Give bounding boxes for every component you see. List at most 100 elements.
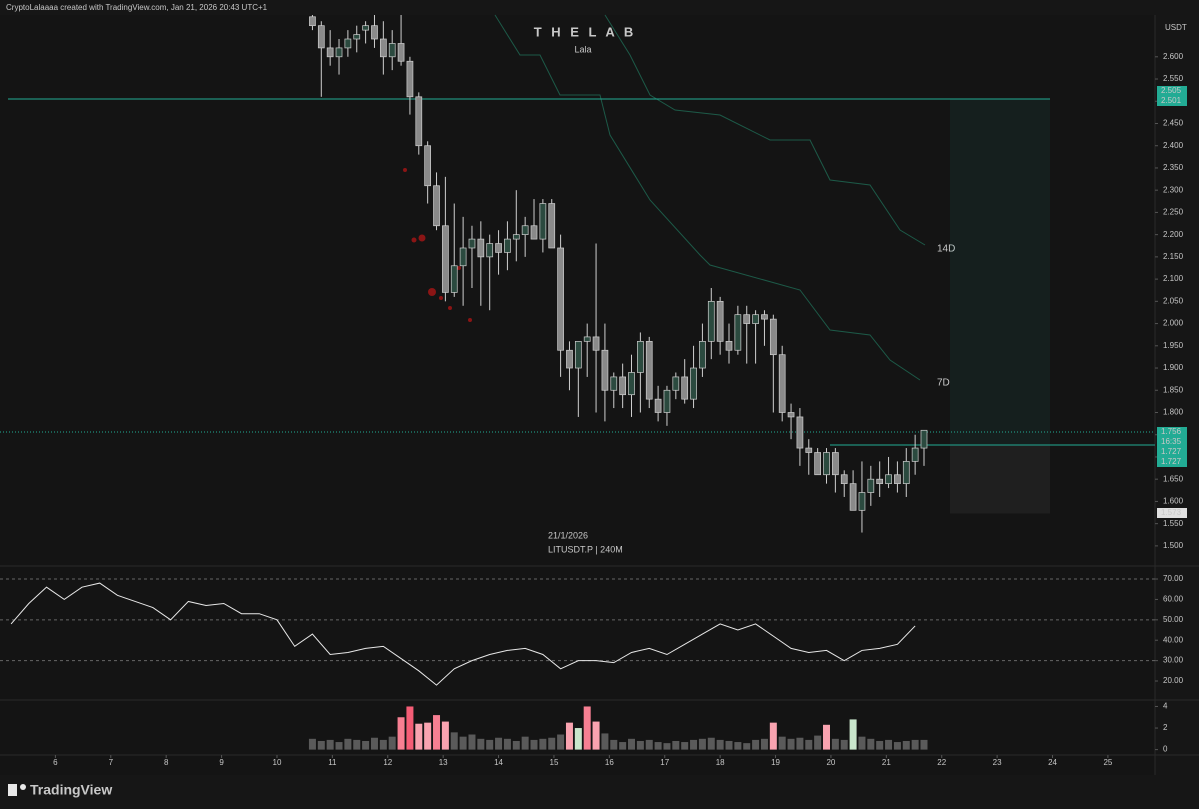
volume-bar xyxy=(424,722,432,750)
candle-body xyxy=(690,367,697,400)
volume-bar xyxy=(539,738,547,750)
volume-bar xyxy=(326,739,334,750)
logo-mark xyxy=(20,784,26,790)
price-tag-label: 2.501 xyxy=(1161,96,1182,105)
candle-body xyxy=(858,492,866,511)
volume-bar xyxy=(565,722,573,750)
footer-bar xyxy=(0,775,1199,809)
price-tag xyxy=(1157,86,1187,96)
price-tag xyxy=(1157,508,1187,518)
volume-bar xyxy=(725,740,733,750)
x-tick-label: 18 xyxy=(716,758,725,767)
footer-logo xyxy=(8,784,26,796)
x-tick-label: 15 xyxy=(550,758,559,767)
logo-mark xyxy=(8,784,17,796)
candle-body xyxy=(415,96,423,147)
price-tag-label: 2.505 xyxy=(1161,86,1182,95)
y-tick-label: 2.350 xyxy=(1163,163,1184,172)
x-tick-label: 6 xyxy=(53,758,58,767)
volume-bar xyxy=(876,740,884,750)
volume-bar xyxy=(610,739,618,750)
candle-body xyxy=(911,447,919,462)
candle-body xyxy=(707,300,715,342)
candle-body xyxy=(778,354,786,413)
candle-body xyxy=(734,314,742,351)
candle-body xyxy=(512,234,520,240)
candle-body xyxy=(574,341,582,369)
candle-body xyxy=(672,376,680,391)
volume-bar xyxy=(645,739,653,750)
candle-body xyxy=(814,452,821,476)
volume-bar xyxy=(486,739,494,750)
x-tick-label: 16 xyxy=(605,758,614,767)
volume-bar xyxy=(707,737,715,750)
candle-body xyxy=(663,389,671,413)
volume-bar xyxy=(823,724,831,750)
candle-body xyxy=(335,47,343,58)
x-tick-label: 23 xyxy=(993,758,1002,767)
candle-body xyxy=(885,474,892,484)
y-tick-label: 1.850 xyxy=(1163,385,1184,394)
volume-bar xyxy=(415,723,423,750)
x-tick-label: 22 xyxy=(937,758,946,767)
candle-body xyxy=(504,238,511,253)
candle-body xyxy=(628,372,635,396)
candle-body xyxy=(379,38,387,58)
candle-body xyxy=(805,447,813,453)
volume-bar xyxy=(557,734,565,750)
volume-bar xyxy=(450,732,458,750)
x-tick-label: 20 xyxy=(826,758,835,767)
candle-body xyxy=(796,416,804,449)
y-tick-label: 2.300 xyxy=(1163,185,1184,194)
volume-bar xyxy=(344,738,352,750)
x-tick-label: 21 xyxy=(882,758,891,767)
candle-body xyxy=(495,243,502,253)
dot xyxy=(428,288,436,296)
dot xyxy=(403,168,407,172)
watermark-subtitle: Lala xyxy=(574,44,591,54)
dot xyxy=(418,234,426,242)
x-tick-label: 8 xyxy=(164,758,169,767)
candle-body xyxy=(787,412,795,418)
y-tick-label: 1.550 xyxy=(1163,519,1184,528)
candle-body xyxy=(654,398,662,413)
candle-body xyxy=(681,376,689,400)
candle-body xyxy=(902,461,910,484)
dot xyxy=(448,306,452,310)
y-tick-label: 2.050 xyxy=(1163,296,1184,305)
price-tag xyxy=(1157,96,1187,106)
volume-bar xyxy=(459,736,467,750)
candle-body xyxy=(849,483,857,511)
volume-bar xyxy=(787,738,795,750)
candle-body xyxy=(610,376,618,391)
candle-body xyxy=(397,43,405,62)
x-tick-label: 7 xyxy=(109,758,114,767)
candle-body xyxy=(442,225,449,293)
volume-bar xyxy=(353,739,361,750)
y-tick-label: 2.200 xyxy=(1163,230,1184,239)
candle-body xyxy=(867,478,875,493)
volume-bar xyxy=(840,739,848,750)
candle-body xyxy=(548,203,556,249)
volume-bar xyxy=(814,735,822,750)
price-tag xyxy=(1157,447,1187,457)
candle-body xyxy=(920,429,928,449)
volume-bar xyxy=(370,737,378,750)
volume-bar xyxy=(583,706,591,750)
target-zone xyxy=(950,99,1050,445)
volume-bar xyxy=(778,736,786,750)
y-tick-label: 1.950 xyxy=(1163,341,1184,350)
volume-bar xyxy=(805,739,813,750)
candle-body xyxy=(388,43,396,58)
volume-bar xyxy=(512,740,520,750)
y-tick-label: 1.600 xyxy=(1163,497,1184,506)
volume-bar xyxy=(690,739,698,750)
footer-brand[interactable]: TradingView xyxy=(30,782,112,798)
volume-bar xyxy=(628,738,636,750)
x-tick-label: 9 xyxy=(219,758,224,767)
volume-bar xyxy=(849,719,857,750)
plot-area xyxy=(0,15,1155,775)
y-tick-label: 50.00 xyxy=(1163,615,1184,624)
volume-bar xyxy=(734,742,742,750)
candle-body xyxy=(725,341,733,351)
